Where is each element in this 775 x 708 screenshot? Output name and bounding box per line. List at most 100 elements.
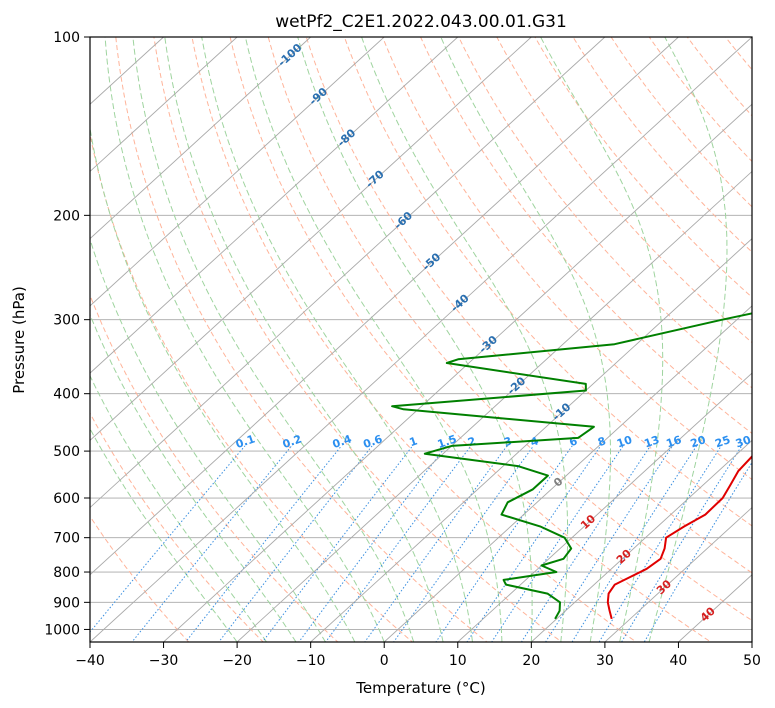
dry-adiabat <box>153 37 563 642</box>
mixing-ratio-line <box>261 445 413 642</box>
y-tick-label: 100 <box>53 30 80 46</box>
isotherm-line <box>90 37 385 307</box>
isotherm-line <box>90 37 606 509</box>
dry-adiabat <box>90 412 264 642</box>
dry-adiabat <box>496 37 752 344</box>
mixing-ratio-label: 6 <box>568 434 580 449</box>
moist-adiabat <box>540 37 664 642</box>
x-tick-label: 40 <box>670 653 688 669</box>
moist-adiabat <box>90 125 356 642</box>
mixing-ratio-label: 20 <box>689 433 708 450</box>
mixing-ratio-line <box>218 445 373 642</box>
mixing-ratio-label: 30 <box>734 433 753 450</box>
mixing-ratio-label: 2 <box>466 434 477 449</box>
dry-adiabat <box>381 37 752 481</box>
isotherm-line <box>90 37 679 576</box>
isotherm-line <box>383 305 752 642</box>
isotherm-line <box>531 439 752 642</box>
background-lines <box>90 37 752 642</box>
x-tick-label: 50 <box>743 653 761 669</box>
temperature-line <box>606 455 752 620</box>
moist-adiabat <box>361 37 569 642</box>
mixing-ratio-label: 0.6 <box>361 432 384 451</box>
mixing-ratio-label: 13 <box>642 433 661 450</box>
isotherm-line <box>90 37 238 173</box>
mixing-ratio-label: 16 <box>665 433 684 450</box>
isotherm-line <box>236 170 752 642</box>
dry-adiabat <box>90 131 414 642</box>
x-tick-label: 0 <box>380 653 389 669</box>
y-tick-label: 600 <box>53 491 80 507</box>
plot-frame <box>89 36 753 643</box>
mixing-ratio-line <box>643 461 752 642</box>
dry-adiabat <box>458 37 752 389</box>
profiles <box>391 312 752 620</box>
mixing-ratio-line <box>364 445 508 642</box>
x-tick-label: −20 <box>222 653 252 669</box>
mixing-ratio-label: 0.4 <box>331 432 354 451</box>
isotherm-line <box>90 37 532 441</box>
moist-adiabat <box>201 37 473 642</box>
mixing-ratio-labels: 0.10.20.40.611.52346810131620253036 <box>234 432 753 451</box>
moist-adiabat <box>648 37 728 642</box>
mixing-ratio-line <box>520 445 651 642</box>
mixing-ratio-line <box>131 445 292 642</box>
y-tick-label: 200 <box>53 208 80 224</box>
chart-title: wetPf2_C2E1.2022.043.00.01.G31 <box>275 12 567 32</box>
y-tick-label: 800 <box>53 565 80 581</box>
dewpoint-line <box>391 312 752 620</box>
dry-adiabat <box>267 37 752 622</box>
dry-adiabat <box>191 37 638 642</box>
x-tick-label: 20 <box>522 653 540 669</box>
isotherm-line <box>604 506 752 642</box>
y-tick-label: 700 <box>53 531 80 547</box>
y-tick-label: 900 <box>53 595 80 611</box>
mixing-ratio-line <box>466 445 602 642</box>
y-tick-label: 300 <box>53 313 80 329</box>
axes: −40 −30 −20 −10 0 10 20 30 40 5010020030040050060… <box>44 30 761 669</box>
moist-adiabat <box>90 313 297 642</box>
x-tick-label: 30 <box>596 653 614 669</box>
y-tick-label: 400 <box>53 387 80 403</box>
dry-adiabat <box>305 37 752 574</box>
dry-adiabat <box>343 37 752 527</box>
mixing-ratio-label: 4 <box>529 434 541 449</box>
mixing-ratio-label: 0.2 <box>281 432 304 451</box>
isotherm-line <box>163 103 752 642</box>
x-tick-label: −10 <box>296 653 326 669</box>
y-tick-label: 500 <box>53 444 80 460</box>
mixing-ratio-line <box>435 445 573 642</box>
mixing-ratio-label: 8 <box>596 434 607 449</box>
y-tick-label: 1000 <box>44 622 80 638</box>
moist-adiabat <box>90 427 238 642</box>
mixing-ratio-line <box>393 445 534 642</box>
mixing-ratio-label: 0.1 <box>234 432 257 451</box>
isotherm-line <box>457 372 752 642</box>
x-tick-label: −40 <box>75 653 105 669</box>
moist-adiabat <box>90 374 267 642</box>
isotherm-line <box>310 238 752 642</box>
mixing-ratio-line <box>90 445 246 633</box>
moist-adiabat <box>244 37 503 642</box>
isotherm-line <box>90 37 752 642</box>
mixing-ratio-label: 1 <box>408 434 419 449</box>
isotherm-line <box>90 37 459 374</box>
moist-adiabat <box>440 37 611 642</box>
moist-adiabat <box>164 37 444 642</box>
moist-adiabat <box>90 237 326 642</box>
mixing-ratio-line <box>571 445 698 642</box>
mixing-ratio-label: 25 <box>713 433 732 450</box>
x-tick-label: 10 <box>449 653 467 669</box>
mixing-ratio-line <box>598 445 722 642</box>
isotherm-line <box>90 37 311 240</box>
mixing-ratio-line <box>545 445 673 642</box>
mixing-ratio-line <box>621 445 743 642</box>
x-axis-label: Temperature (°C) <box>355 679 485 697</box>
x-tick-label: −30 <box>149 653 179 669</box>
dry-adiabat <box>90 515 190 642</box>
mixing-ratio-label: 10 <box>615 433 634 450</box>
moist-adiabat <box>297 37 533 642</box>
moist-adiabat <box>104 37 385 642</box>
